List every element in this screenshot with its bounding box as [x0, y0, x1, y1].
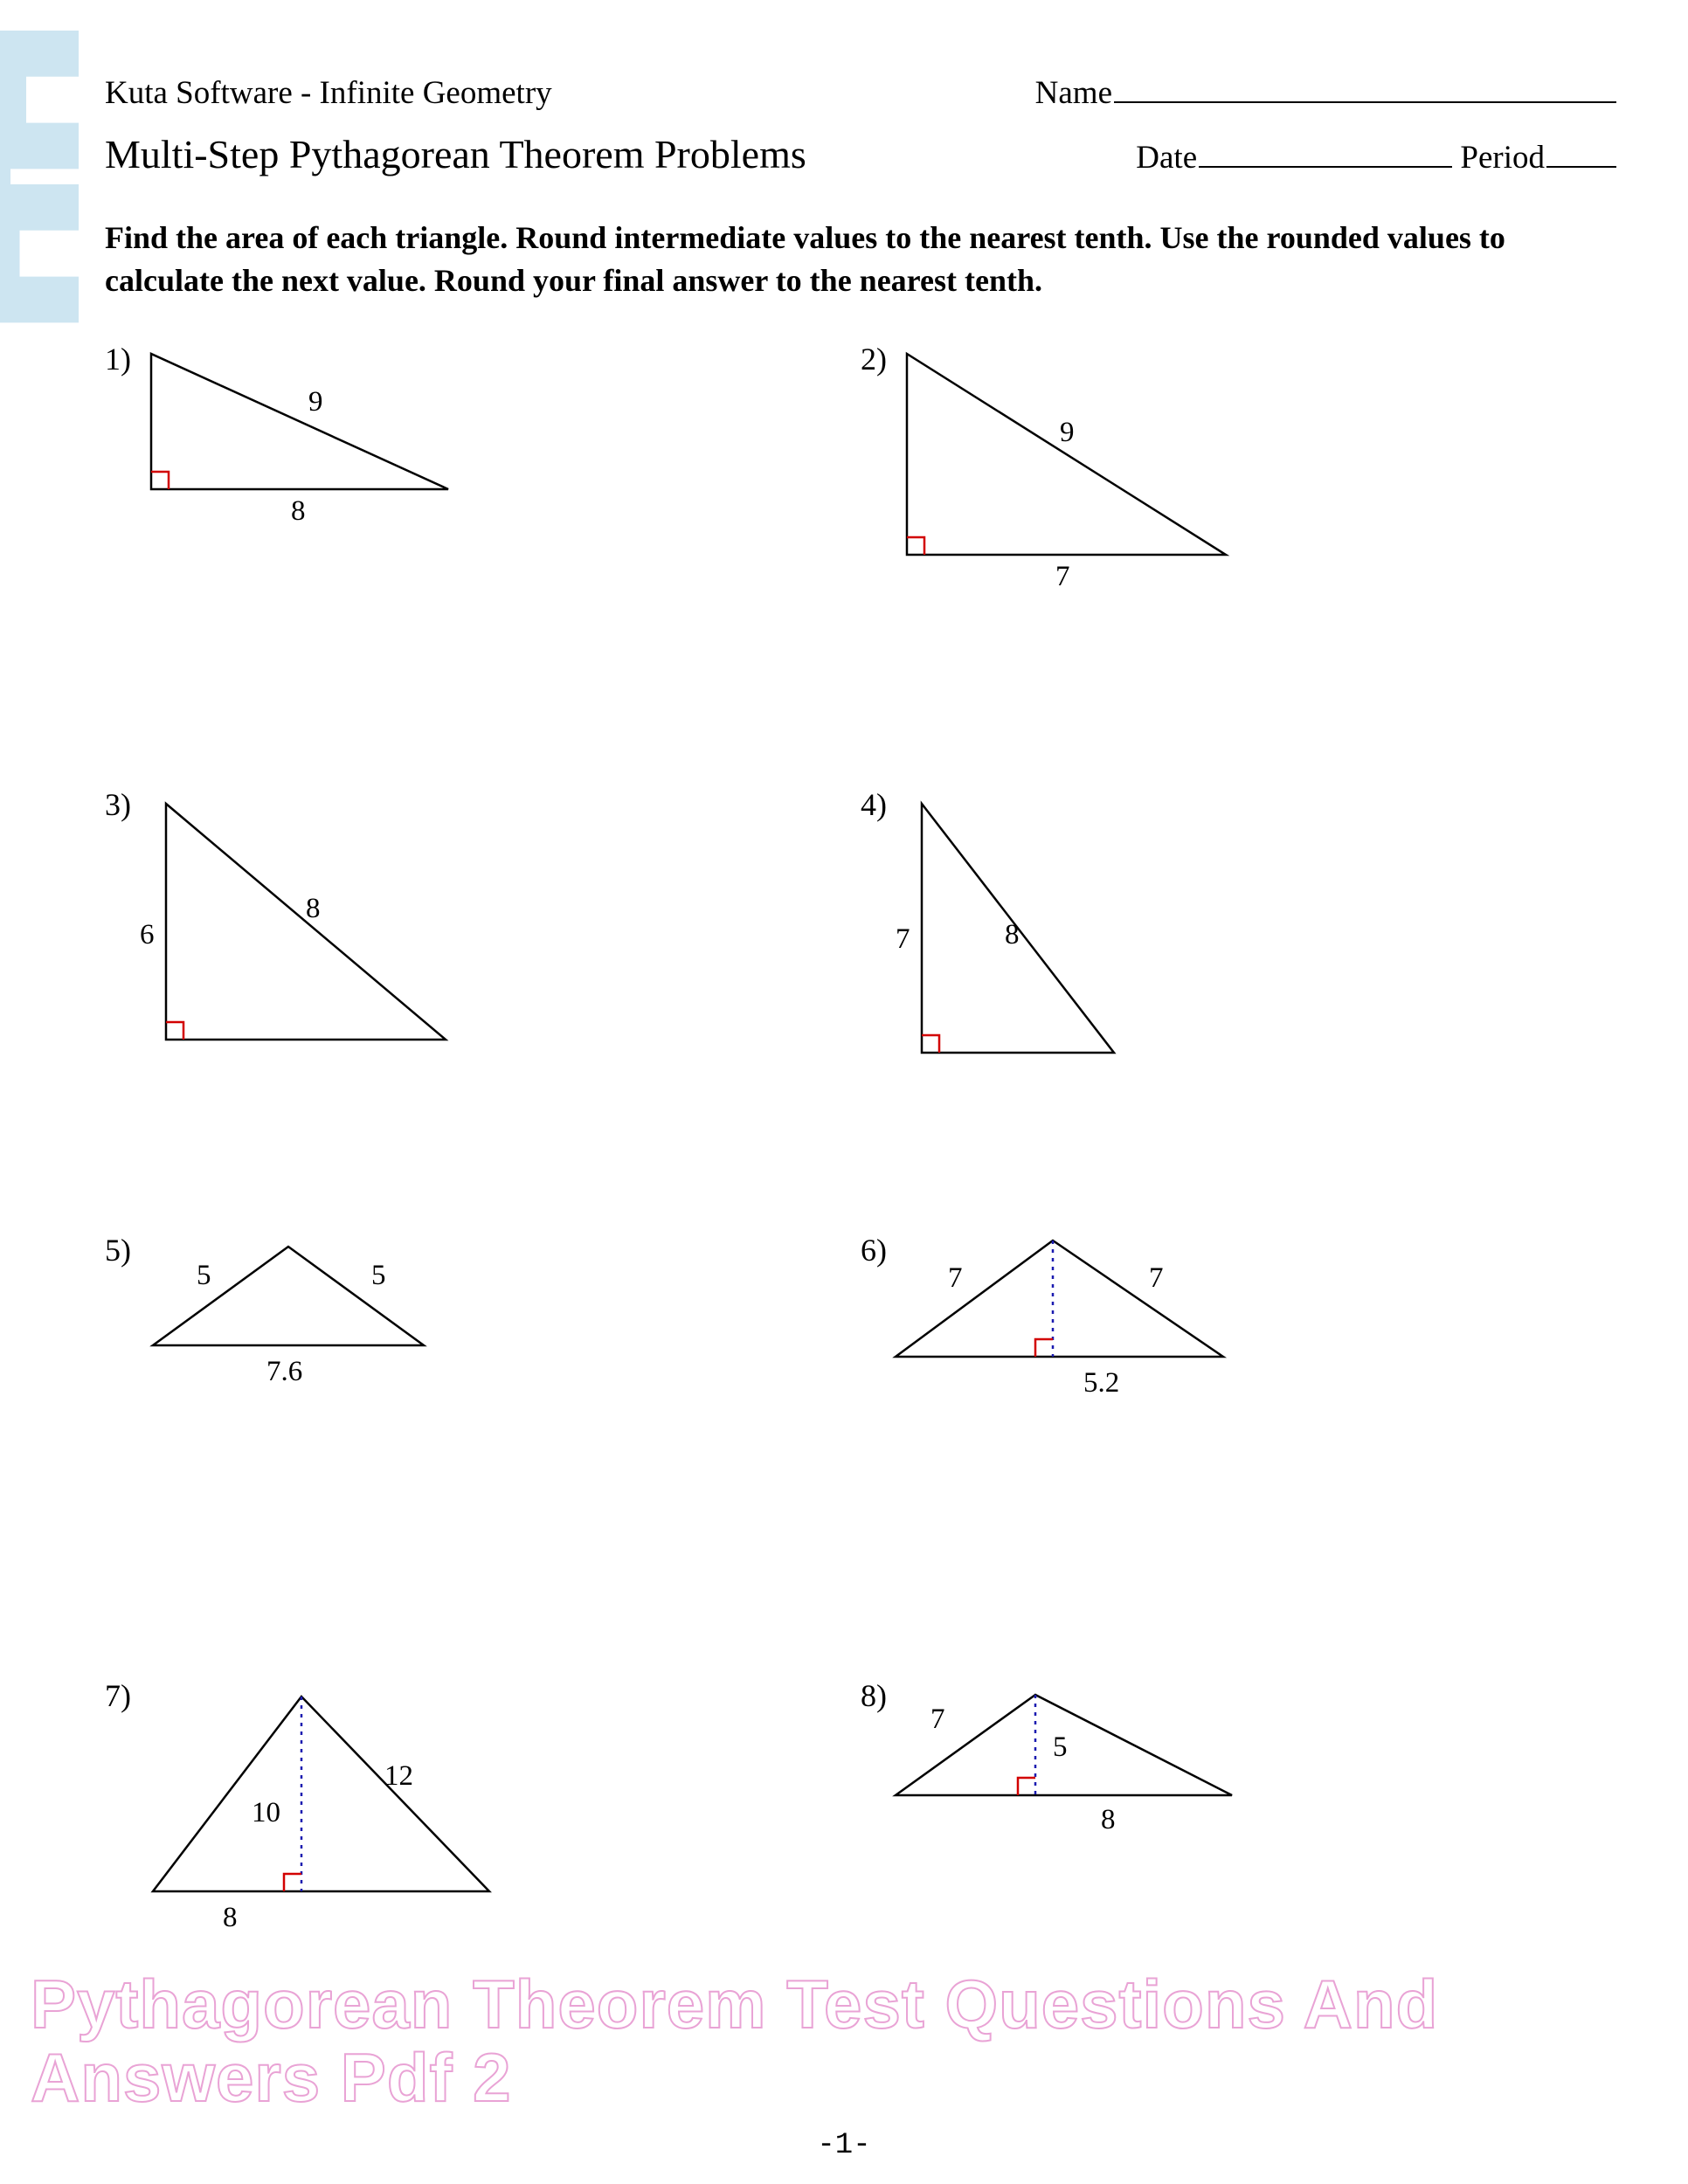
- right-angle-icon: [1035, 1339, 1053, 1357]
- triangle-1-svg: 9 8: [134, 345, 466, 537]
- side-label: 7.6: [266, 1356, 302, 1387]
- side-label: 10: [252, 1797, 280, 1828]
- side-label: 8: [223, 1902, 238, 1933]
- side-label: 12: [384, 1760, 413, 1792]
- right-angle-icon: [151, 472, 169, 489]
- header-row-1: Kuta Software - Infinite Geometry Name: [105, 74, 1616, 112]
- triangle-6-svg: 7 7 5.2: [887, 1230, 1263, 1413]
- triangle-shape: [153, 1697, 489, 1891]
- side-label: 8: [306, 893, 321, 924]
- period-blank[interactable]: [1546, 145, 1616, 168]
- side-label: 7: [1055, 561, 1070, 592]
- right-angle-icon: [922, 1035, 939, 1053]
- problem-number: 7): [105, 1677, 131, 1714]
- side-label: 8: [291, 495, 306, 527]
- problem-4: 4) 8 7: [861, 786, 1616, 1232]
- date-period-group: Date Period: [1136, 139, 1616, 176]
- problem-3: 3) 8 6: [105, 786, 861, 1232]
- side-label: 5.2: [1083, 1367, 1119, 1399]
- worksheet-page: Kuta Software - Infinite Geometry Name M…: [105, 74, 1616, 2123]
- side-label: 9: [1060, 417, 1075, 448]
- right-angle-icon: [284, 1874, 301, 1891]
- triangle-8-svg: 7 5 8: [887, 1686, 1263, 1852]
- problem-number: 8): [861, 1677, 887, 1714]
- problem-number: 1): [105, 341, 131, 377]
- period-label: Period: [1460, 140, 1545, 176]
- problem-1: 1) 9 8: [105, 341, 861, 786]
- page-number: -1-: [0, 2129, 1688, 2162]
- side-label: 5: [197, 1260, 211, 1291]
- side-label: 7: [930, 1704, 945, 1735]
- triangle-shape: [896, 1241, 1223, 1357]
- worksheet-title: Multi-Step Pythagorean Theorem Problems: [105, 131, 806, 177]
- problem-number: 2): [861, 341, 887, 377]
- problem-2: 2) 9 7: [861, 341, 1616, 786]
- side-label: 8: [1005, 919, 1020, 950]
- side-label: 7: [896, 923, 910, 955]
- triangle-2-svg: 9 7: [889, 345, 1239, 607]
- triangle-4-svg: 8 7: [904, 795, 1140, 1083]
- date-blank[interactable]: [1199, 145, 1452, 168]
- triangle-5-svg: 5 5 7.6: [144, 1236, 476, 1411]
- side-label: 7: [1149, 1262, 1164, 1294]
- side-label: 5: [371, 1260, 386, 1291]
- instructions: Find the area of each triangle. Round in…: [105, 217, 1616, 301]
- problem-number: 5): [105, 1232, 131, 1268]
- triangle-shape: [907, 354, 1226, 555]
- side-label: 7: [948, 1262, 963, 1294]
- triangle-shape: [151, 354, 448, 489]
- problem-number: 4): [861, 786, 887, 823]
- right-angle-icon: [166, 1022, 183, 1040]
- problem-6: 6) 7 7 5.2: [861, 1232, 1616, 1677]
- source-label: Kuta Software - Infinite Geometry: [105, 74, 552, 112]
- side-label: 6: [140, 919, 155, 950]
- name-blank[interactable]: [1114, 79, 1616, 103]
- right-angle-icon: [907, 537, 924, 555]
- triangle-3-svg: 8 6: [149, 795, 463, 1066]
- header-row-2: Multi-Step Pythagorean Theorem Problems …: [105, 131, 1616, 177]
- side-label: 8: [1101, 1804, 1116, 1835]
- date-label: Date: [1136, 140, 1197, 176]
- name-field: Name: [1035, 74, 1616, 112]
- problem-number: 6): [861, 1232, 887, 1268]
- problem-5: 5) 5 5 7.6: [105, 1232, 861, 1677]
- watermark-sidebar: [0, 31, 79, 415]
- footer-watermark-title: Pythagorean Theorem Test Questions And A…: [31, 1967, 1688, 2114]
- side-label: 5: [1053, 1731, 1068, 1763]
- problem-grid: 1) 9 8 2) 9 7 3) 8: [105, 341, 1616, 2123]
- side-label: 9: [308, 386, 323, 418]
- right-angle-icon: [1018, 1778, 1035, 1795]
- triangle-7-svg: 10 12 8: [144, 1686, 511, 1948]
- problem-number: 3): [105, 786, 131, 823]
- name-label: Name: [1035, 75, 1112, 111]
